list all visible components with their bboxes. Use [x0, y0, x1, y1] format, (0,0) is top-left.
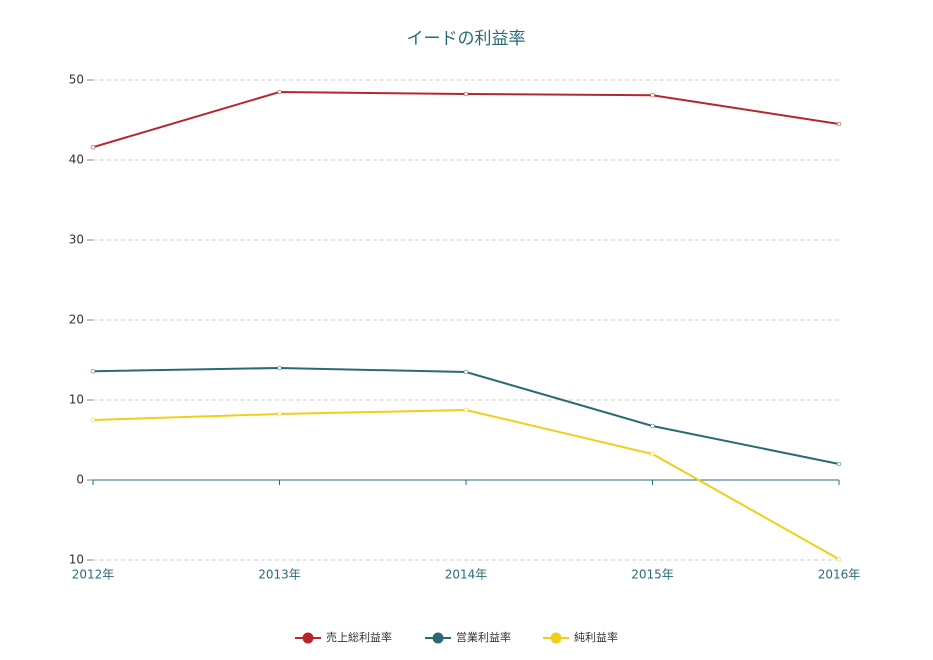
- point: [650, 92, 655, 98]
- legend-label: 営業利益率: [456, 630, 511, 644]
- point: [650, 451, 655, 457]
- y-tick-label: 10: [69, 393, 84, 407]
- x-tick-label: 2014年: [445, 568, 488, 582]
- point: [277, 89, 282, 95]
- point: [463, 91, 469, 97]
- point: [277, 365, 282, 371]
- point: [463, 369, 469, 375]
- chart-title: イードの利益率: [407, 29, 526, 49]
- y-tick-label: 40: [69, 153, 84, 167]
- x-tick-label: 2012年: [72, 568, 115, 582]
- legend-marker: [432, 632, 444, 644]
- x-tick-label: 2016年: [818, 568, 861, 582]
- point: [90, 368, 96, 374]
- y-tick-label: 20: [69, 313, 84, 327]
- x-tick-label: 2013年: [258, 568, 301, 582]
- legend-label: 売上総利益率: [326, 630, 392, 644]
- point: [836, 556, 842, 562]
- x-tick-label: 2015年: [631, 568, 674, 582]
- legend-marker: [550, 632, 562, 644]
- legend-label: 純利益率: [574, 630, 618, 644]
- point: [90, 417, 96, 423]
- series-line: [92, 90, 840, 149]
- y-tick-label: 50: [69, 73, 84, 87]
- point: [463, 407, 469, 413]
- point: [836, 461, 842, 467]
- y-tick-label: 10: [69, 553, 84, 567]
- y-tick-label: 30: [69, 233, 84, 247]
- y-tick-label: 0: [76, 473, 84, 487]
- point: [650, 423, 655, 429]
- point: [90, 144, 96, 150]
- legend-marker: [302, 632, 314, 644]
- point: [277, 411, 282, 417]
- point: [836, 121, 842, 127]
